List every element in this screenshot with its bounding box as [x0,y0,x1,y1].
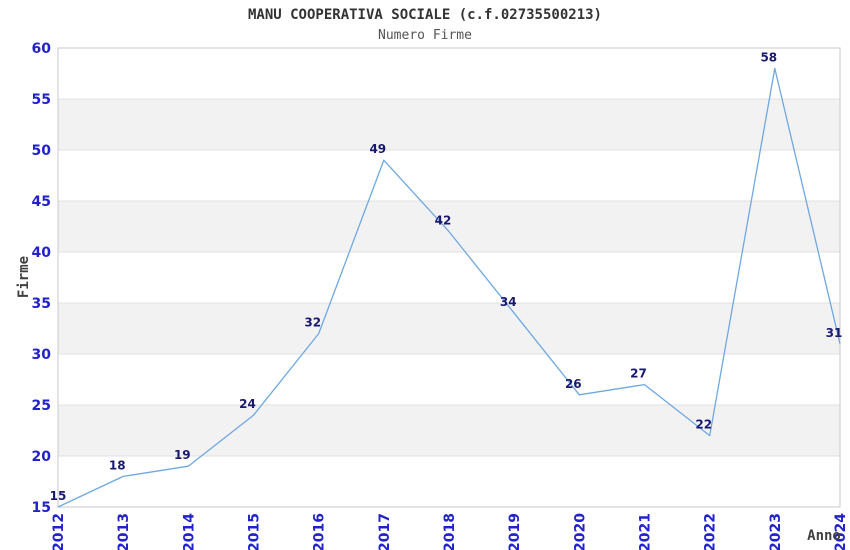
x-tick-label: 2017 [377,513,393,550]
data-point-label: 42 [435,214,452,228]
data-point-label: 49 [369,142,386,156]
data-point-label: 26 [565,377,582,391]
data-point-label: 32 [304,316,321,330]
data-line [57,67,841,508]
x-tick-label: 2012 [51,513,67,550]
chart-subtitle: Numero Firme [378,28,472,43]
x-tick-label: 2014 [181,513,197,550]
y-tick-label: 30 [32,347,52,363]
data-point-label: 24 [239,397,256,411]
data-point-label: 31 [826,326,843,340]
data-point-label: 27 [630,367,647,381]
grid-band [58,303,840,354]
chart-title: MANU COOPERATIVA SOCIALE (c.f.0273550021… [247,7,602,23]
y-tick-label: 55 [32,92,51,108]
x-tick-label: 2019 [507,513,523,550]
grid-band [58,405,840,456]
y-tick-label: 25 [32,398,51,414]
grid-band [58,201,840,252]
grid-band [58,99,840,150]
data-point-label: 18 [109,458,126,472]
x-tick-label: 2022 [703,513,719,550]
x-axis-label: Anno [807,528,841,544]
plot-border [57,47,841,508]
y-tick-label: 40 [32,245,52,261]
data-point-label: 22 [695,418,712,432]
x-tick-label: 2021 [638,513,654,550]
y-tick-label: 15 [32,500,51,516]
x-tick-label: 2024 [833,513,849,550]
x-tick-label: 2018 [442,513,458,550]
x-tick-label: 2016 [312,513,328,550]
data-point-label: 19 [174,448,191,462]
y-tick-label: 60 [32,41,52,57]
y-tick-label: 50 [32,143,52,159]
y-tick-label: 45 [32,194,51,210]
data-point-label: 58 [760,50,777,64]
x-tick-label: 2015 [247,513,263,550]
y-tick-label: 35 [32,296,51,312]
x-tick-label: 2013 [116,513,132,550]
y-tick-label: 20 [32,449,52,465]
data-point-label: 34 [500,295,517,309]
x-tick-label: 2020 [572,513,588,550]
data-point-label: 15 [50,489,67,503]
x-tick-label: 2023 [768,513,784,550]
